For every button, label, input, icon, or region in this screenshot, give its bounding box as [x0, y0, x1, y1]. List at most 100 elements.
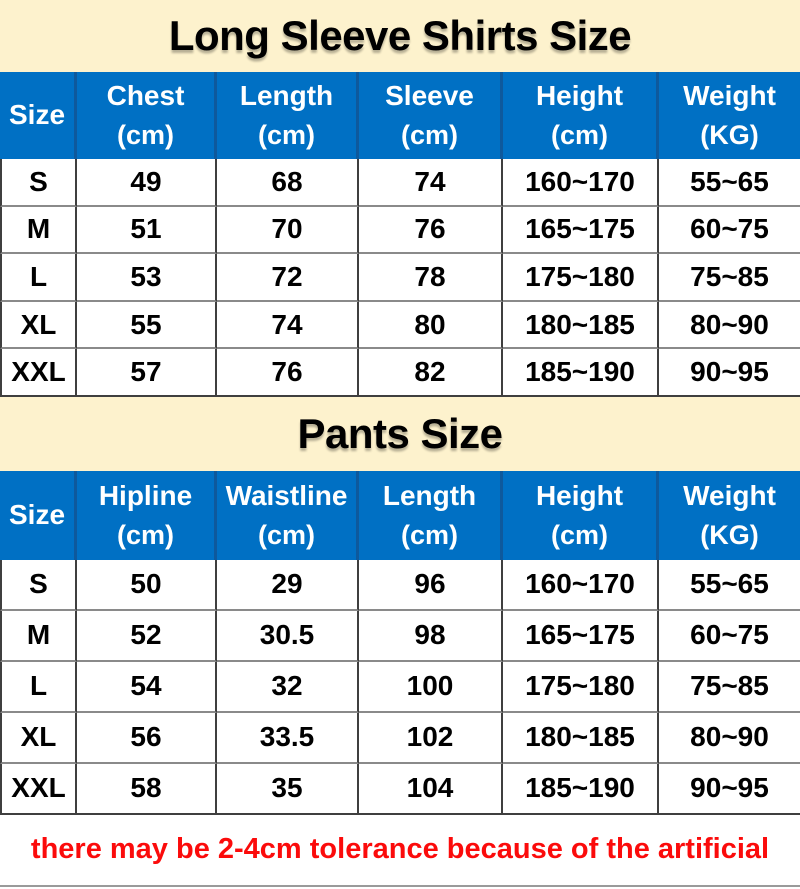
table-cell: 165~175 — [503, 610, 659, 662]
table-cell: 74 — [359, 159, 503, 207]
table-cell: 35 — [217, 763, 359, 815]
table-cell: 53 — [77, 254, 217, 302]
column-header-unit: (cm) — [400, 519, 458, 550]
column-header-unit: (cm) — [400, 119, 458, 150]
table-cell: 175~180 — [503, 254, 659, 302]
shirts-table-header-row: Size Chest (cm) Length (cm) Sleeve (cm) Height (… — [0, 72, 800, 159]
shirts-table-title: Long Sleeve Shirts Size — [0, 0, 800, 72]
table-cell: 55~65 — [659, 159, 800, 207]
table-cell: 82 — [359, 349, 503, 397]
column-header-unit: (cm) — [116, 519, 174, 550]
row-size-label: M — [0, 610, 77, 662]
table-cell: 57 — [77, 349, 217, 397]
table-cell: 160~170 — [503, 159, 659, 207]
column-header-unit: (cm) — [257, 519, 315, 550]
table-cell: 185~190 — [503, 763, 659, 815]
table-cell: 55~65 — [659, 559, 800, 611]
column-header-label: Length — [239, 79, 334, 111]
column-header-unit: (cm) — [550, 519, 608, 550]
row-size-label: L — [0, 254, 77, 302]
table-cell: 78 — [359, 254, 503, 302]
row-size-label: XXL — [0, 349, 77, 397]
table-cell: 98 — [359, 610, 503, 662]
table-cell: 60~75 — [659, 206, 800, 255]
column-header-size: Size — [0, 470, 77, 560]
row-size-label: L — [0, 661, 77, 713]
table-cell: 80 — [359, 301, 503, 350]
column-header-label: Height — [535, 479, 624, 511]
row-size-label: S — [0, 159, 77, 207]
table-cell: 160~170 — [503, 559, 659, 611]
table-cell: 55 — [77, 301, 217, 350]
table-cell: 33.5 — [217, 712, 359, 764]
table-cell: 102 — [359, 712, 503, 764]
table-cell: 80~90 — [659, 301, 800, 350]
column-header-label: Height — [535, 79, 624, 111]
row-size-label: M — [0, 206, 77, 255]
column-header-weight: Weight (KG) — [659, 72, 800, 159]
table-cell: 96 — [359, 559, 503, 611]
pants-table-body: S 50 29 96 160~170 55~65 M 52 30.5 98 165~175 60~75… — [0, 559, 800, 815]
column-header-waistline: Waistline (cm) — [217, 470, 359, 560]
column-header-unit: (KG) — [700, 519, 759, 550]
column-header-unit: (cm) — [550, 119, 608, 150]
column-header-length: Length (cm) — [217, 72, 359, 159]
table-cell: 76 — [217, 349, 359, 397]
column-header-size: Size — [0, 72, 77, 159]
column-header-hipline: Hipline (cm) — [77, 470, 217, 560]
row-size-label: XXL — [0, 763, 77, 815]
table-cell: 56 — [77, 712, 217, 764]
column-header-label: Sleeve — [385, 79, 474, 111]
table-cell: 49 — [77, 159, 217, 207]
table-cell: 51 — [77, 206, 217, 255]
table-cell: 180~185 — [503, 712, 659, 764]
column-header-sleeve: Sleeve (cm) — [359, 72, 503, 159]
column-header-label: Hipline — [98, 479, 193, 511]
table-cell: 74 — [217, 301, 359, 350]
tolerance-note: there may be 2-4cm tolerance because of … — [0, 814, 800, 887]
column-header-height: Height (cm) — [503, 72, 659, 159]
table-cell: 58 — [77, 763, 217, 815]
column-header-label: Weight — [683, 479, 776, 511]
table-cell: 165~175 — [503, 206, 659, 255]
row-size-label: S — [0, 559, 77, 611]
column-header-unit: (cm) — [116, 119, 174, 150]
column-header-unit: (cm) — [257, 119, 315, 150]
pants-size-section: Pants Size Size Hipline (cm) Waistline (cm) L… — [0, 396, 800, 815]
shirts-size-section: Long Sleeve Shirts Size Size Chest (cm) Len… — [0, 0, 800, 397]
column-header-height: Height (cm) — [503, 470, 659, 560]
table-cell: 80~90 — [659, 712, 800, 764]
table-cell: 104 — [359, 763, 503, 815]
column-header-unit: (KG) — [700, 119, 759, 150]
table-cell: 72 — [217, 254, 359, 302]
table-cell: 75~85 — [659, 661, 800, 713]
table-cell: 32 — [217, 661, 359, 713]
column-header-label: Size — [8, 99, 66, 131]
table-cell: 60~75 — [659, 610, 800, 662]
column-header-chest: Chest (cm) — [77, 72, 217, 159]
table-cell: 30.5 — [217, 610, 359, 662]
column-header-label: Length — [382, 479, 477, 511]
table-cell: 70 — [217, 206, 359, 255]
table-cell: 175~180 — [503, 661, 659, 713]
column-header-label: Weight — [683, 79, 776, 111]
table-cell: 90~95 — [659, 763, 800, 815]
table-cell: 76 — [359, 206, 503, 255]
table-cell: 75~85 — [659, 254, 800, 302]
pants-table-header-row: Size Hipline (cm) Waistline (cm) Length (cm) He… — [0, 470, 800, 560]
table-cell: 54 — [77, 661, 217, 713]
column-header-label: Chest — [106, 79, 185, 111]
table-cell: 29 — [217, 559, 359, 611]
table-cell: 100 — [359, 661, 503, 713]
column-header-weight: Weight (KG) — [659, 471, 800, 560]
table-cell: 52 — [77, 610, 217, 662]
pants-table-title: Pants Size — [0, 396, 800, 471]
column-header-length: Length (cm) — [359, 470, 503, 560]
table-cell: 90~95 — [659, 349, 800, 397]
row-size-label: XL — [0, 712, 77, 764]
table-cell: 50 — [77, 559, 217, 611]
shirts-table-body: S 49 68 74 160~170 55~65 M 51 70 76 165~175 60~75 L 5… — [0, 159, 800, 397]
table-cell: 185~190 — [503, 349, 659, 397]
table-cell: 180~185 — [503, 301, 659, 350]
